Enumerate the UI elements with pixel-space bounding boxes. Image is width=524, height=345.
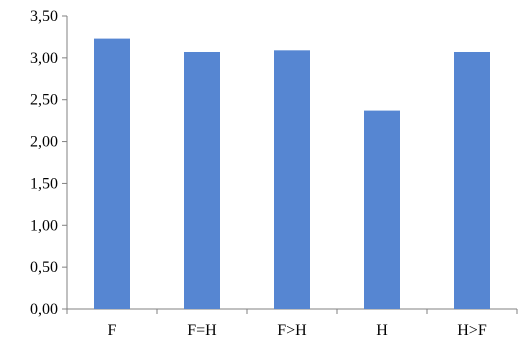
bar [454, 51, 490, 310]
bar [94, 38, 130, 310]
y-axis: 0,00 0,50 1,00 1,50 2,00 2,50 3,00 3,50 [30, 8, 68, 318]
x-tick-label: F>H [277, 322, 307, 339]
y-tick-label: 1,50 [30, 175, 58, 192]
y-tick-label: 2,00 [30, 134, 58, 151]
x-tick-label: H>F [457, 322, 487, 339]
x-tick-label: H [376, 322, 388, 339]
x-axis: F F=H F>H H H>F [66, 308, 518, 339]
bar [184, 51, 220, 310]
y-tick-label: 3,00 [30, 50, 58, 67]
x-tick-label: F [108, 322, 117, 339]
bar [274, 50, 310, 310]
y-tick-label: 3,50 [30, 8, 58, 25]
x-tick-label: F=H [187, 322, 217, 339]
y-tick-label: 0,50 [30, 259, 58, 276]
y-tick-label: 1,00 [30, 217, 58, 234]
y-tick-label: 2,50 [30, 92, 58, 109]
bar [364, 110, 400, 310]
y-tick-label: 0,00 [30, 301, 58, 318]
bars [94, 38, 490, 310]
